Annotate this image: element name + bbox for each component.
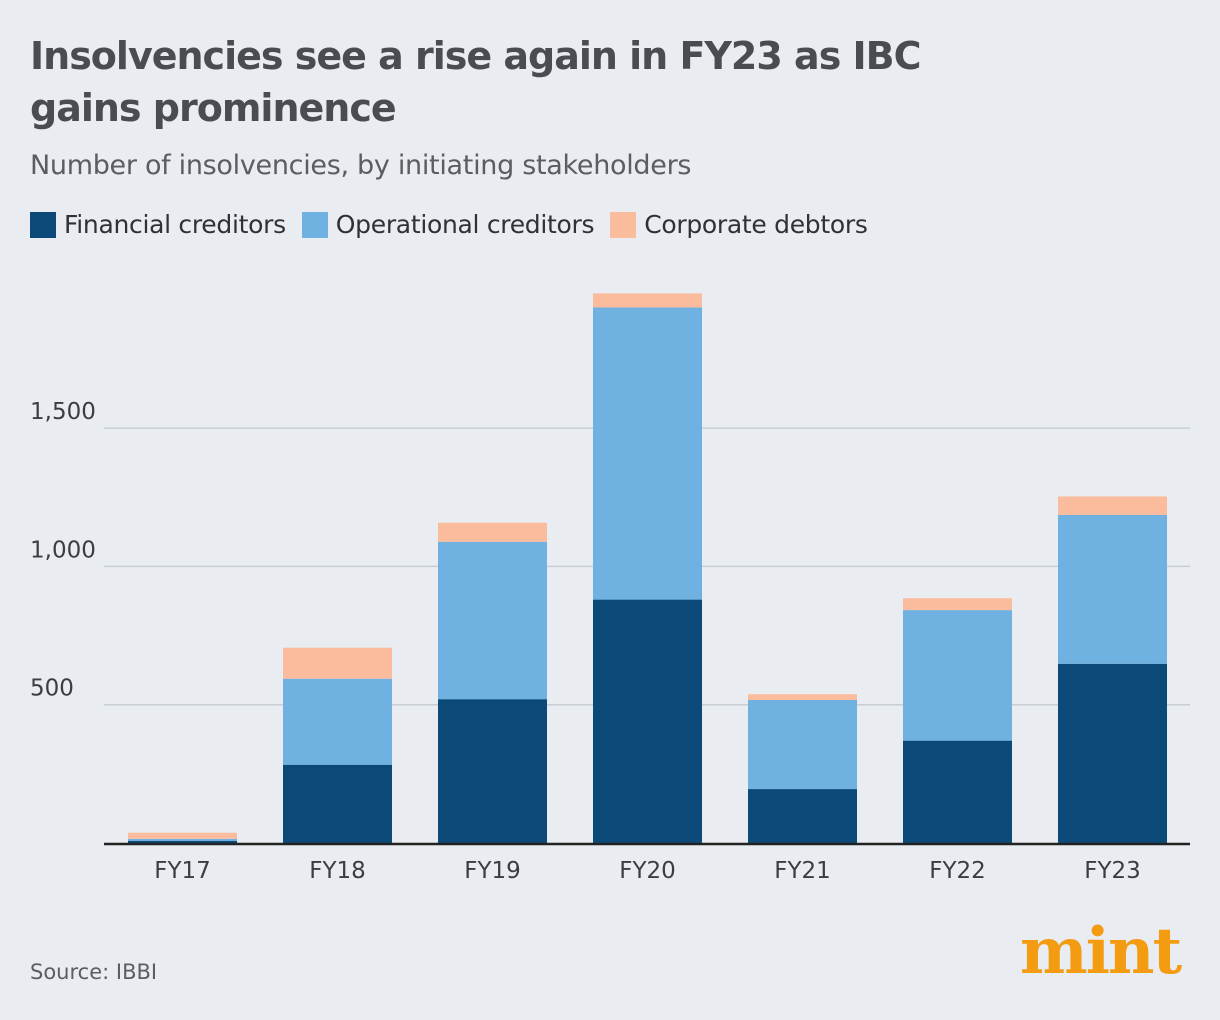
y-tick-label: 500 xyxy=(30,676,74,702)
bar-fy19-operational-creditors xyxy=(438,541,547,700)
source-note: Source: IBBI xyxy=(30,960,158,984)
bar-fy23-financial-creditors xyxy=(1058,663,1167,843)
bar-fy21-financial-creditors xyxy=(748,789,857,843)
bar-fy19-financial-creditors xyxy=(438,699,547,843)
y-tick-label: 1,500 xyxy=(30,399,96,425)
bar-fy21-corporate-debtors xyxy=(748,694,857,700)
bar-fy17-corporate-debtors xyxy=(128,832,237,839)
legend-item-corporate-debtors: Corporate debtors xyxy=(610,210,868,239)
legend-label-financial-creditors: Financial creditors xyxy=(64,210,286,239)
bar-fy23-operational-creditors xyxy=(1058,514,1167,664)
chart-title: Insolvencies see a rise again in FY23 as… xyxy=(30,34,922,130)
bar-fy20-corporate-debtors xyxy=(593,293,702,308)
bar-fy18-corporate-debtors xyxy=(283,647,392,679)
chart-subtitle: Number of insolvencies, by initiating st… xyxy=(30,150,692,181)
mint-logo: mint xyxy=(1020,914,1182,989)
x-tick-label: FY21 xyxy=(774,858,831,884)
legend-label-operational-creditors: Operational creditors xyxy=(335,210,595,239)
y-tick-label: 1,000 xyxy=(30,537,96,563)
bar-fy21-operational-creditors xyxy=(748,699,857,790)
bar-fy22-operational-creditors xyxy=(903,610,1012,741)
legend-label-corporate-debtors: Corporate debtors xyxy=(644,210,868,239)
legend-item-financial-creditors: Financial creditors xyxy=(30,210,286,239)
legend-swatch-operational-creditors xyxy=(301,211,328,238)
bar-fy17-operational-creditors xyxy=(128,838,237,841)
bar-fy20-financial-creditors xyxy=(593,599,702,843)
bar-fy22-financial-creditors xyxy=(903,740,1012,843)
bar-fy23-corporate-debtors xyxy=(1058,496,1167,515)
bar-fy19-corporate-debtors xyxy=(438,522,547,542)
legend: Financial creditors Operational creditor… xyxy=(30,210,868,239)
legend-item-operational-creditors: Operational creditors xyxy=(301,210,595,239)
x-tick-label: FY22 xyxy=(929,858,986,884)
legend-swatch-corporate-debtors xyxy=(610,211,637,238)
x-tick-label: FY19 xyxy=(464,858,521,884)
x-tick-label: FY20 xyxy=(619,858,676,884)
bar-fy18-financial-creditors xyxy=(283,764,392,843)
legend-swatch-financial-creditors xyxy=(30,211,56,238)
x-tick-label: FY18 xyxy=(309,858,366,884)
x-tick-label: FY17 xyxy=(154,858,211,884)
bar-fy17-financial-creditors xyxy=(128,840,237,843)
bar-fy18-operational-creditors xyxy=(283,678,392,765)
bar-fy20-operational-creditors xyxy=(593,307,702,600)
x-tick-label: FY23 xyxy=(1084,858,1141,884)
bar-fy22-corporate-debtors xyxy=(903,598,1012,611)
